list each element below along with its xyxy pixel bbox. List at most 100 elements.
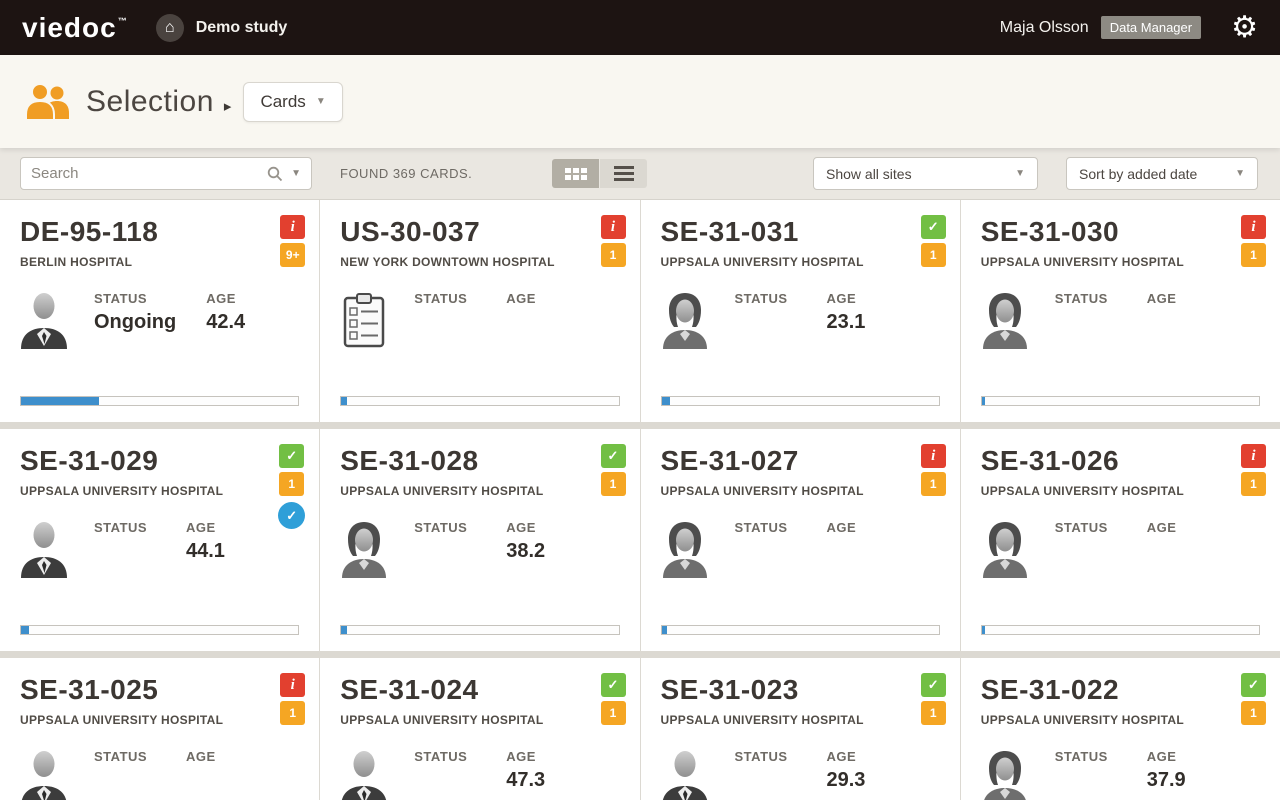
age-label: AGE xyxy=(826,291,857,306)
patient-card[interactable]: SE-31-022 UPPSALA UNIVERSITY HOSPITAL ✓ 1 ST… xyxy=(960,658,1280,800)
age-value xyxy=(506,311,568,335)
count-badge: 1 xyxy=(1241,243,1266,267)
age-value xyxy=(1147,540,1209,564)
patient-id: SE-31-029 xyxy=(20,445,159,476)
patient-id: SE-31-024 xyxy=(340,674,479,705)
count-badge: 1 xyxy=(600,701,626,725)
topbar-right: Maja Olsson Data Manager ⚙ xyxy=(999,10,1258,44)
site-name: UPPSALA UNIVERSITY HOSPITAL xyxy=(660,484,864,498)
selection-people-icon xyxy=(25,83,72,125)
status-field: STATUS xyxy=(414,520,476,564)
status-label: STATUS xyxy=(414,749,468,764)
list-view-button[interactable] xyxy=(600,159,648,188)
age-value: 37.9 xyxy=(1146,769,1186,791)
count-badge: 1 xyxy=(600,243,626,267)
status-value xyxy=(1055,311,1117,335)
patient-card[interactable]: DE-95-118 BERLIN HOSPITAL i 9+ STATUS Ongoing… xyxy=(0,200,320,422)
patient-card[interactable]: SE-31-027 UPPSALA UNIVERSITY HOSPITAL i 1 ST… xyxy=(640,429,960,651)
check-badge: ✓ xyxy=(279,444,305,468)
patient-card[interactable]: US-30-037 NEW YORK DOWNTOWN HOSPITAL i 1 STA… xyxy=(320,200,640,422)
count-badge: 1 xyxy=(920,701,946,725)
site-name: UPPSALA UNIVERSITY HOSPITAL xyxy=(340,484,544,498)
search-input[interactable] xyxy=(31,165,268,182)
count-badge: 9+ xyxy=(280,243,306,267)
card-body: STATUS Ongoing AGE 42.4 xyxy=(20,291,299,349)
age-field: AGE 23.1 xyxy=(827,291,889,335)
card-body: STATUS AGE 37.9 xyxy=(981,749,1260,800)
results-count: FOUND 369 CARDS. xyxy=(340,166,473,181)
patient-card[interactable]: SE-31-023 UPPSALA UNIVERSITY HOSPITAL ✓ 1 ST… xyxy=(640,658,960,800)
age-value: 29.3 xyxy=(826,769,866,791)
status-value xyxy=(94,769,156,793)
patient-id: SE-31-031 xyxy=(660,216,799,247)
status-field: STATUS xyxy=(94,749,156,793)
progress-fill xyxy=(661,397,670,405)
grid-view-button[interactable] xyxy=(552,159,600,188)
card-body: STATUS AGE xyxy=(981,520,1260,578)
patient-card[interactable]: SE-31-030 UPPSALA UNIVERSITY HOSPITAL i 1 ST… xyxy=(960,200,1280,422)
user-name: Maja Olsson xyxy=(999,18,1089,36)
patient-card[interactable]: SE-31-031 UPPSALA UNIVERSITY HOSPITAL ✓ 1 ST… xyxy=(640,200,960,422)
patient-card[interactable]: SE-31-028 UPPSALA UNIVERSITY HOSPITAL ✓ 1 ST… xyxy=(320,429,640,651)
card-body: STATUS AGE 47.3 xyxy=(340,749,619,800)
status-field: STATUS xyxy=(735,749,797,793)
progress-bar xyxy=(340,396,620,406)
card-body: STATUS AGE 23.1 xyxy=(661,291,940,349)
male-avatar xyxy=(340,749,388,800)
patient-card[interactable]: SE-31-029 UPPSALA UNIVERSITY HOSPITAL ✓ 1 ✓ S… xyxy=(0,429,320,651)
status-field: STATUS xyxy=(1055,520,1117,564)
info-badge: i xyxy=(1241,444,1266,468)
status-label: STATUS xyxy=(1054,291,1108,306)
settings-gear-icon[interactable]: ⚙ xyxy=(1231,10,1258,44)
card-body: STATUS AGE xyxy=(20,749,299,800)
badge-column: i 9+ xyxy=(280,215,306,267)
sort-dropdown[interactable]: Sort by added date ▼ xyxy=(1066,157,1258,190)
view-selector-dropdown[interactable]: Cards ▼ xyxy=(243,81,343,122)
patient-card[interactable]: SE-31-024 UPPSALA UNIVERSITY HOSPITAL ✓ 1 ST… xyxy=(320,658,640,800)
search-box[interactable]: ▼ xyxy=(20,157,312,190)
status-value xyxy=(735,311,797,335)
search-options-caret-icon[interactable]: ▼ xyxy=(291,168,301,179)
female-avatar xyxy=(661,291,709,349)
age-field: AGE 42.4 xyxy=(206,291,268,335)
age-field: AGE 38.2 xyxy=(506,520,568,564)
age-field: AGE 29.3 xyxy=(827,749,889,793)
badge-column: ✓ 1 xyxy=(1241,673,1266,725)
site-name: UPPSALA UNIVERSITY HOSPITAL xyxy=(980,484,1184,498)
age-field: AGE xyxy=(186,749,248,793)
status-value: Ongoing xyxy=(94,311,177,333)
progress-fill xyxy=(21,397,99,405)
view-selector-label: Cards xyxy=(260,91,306,111)
patient-id: SE-31-025 xyxy=(20,674,159,705)
progress-bar xyxy=(660,396,940,406)
search-icon[interactable] xyxy=(267,166,283,182)
male-avatar xyxy=(20,291,68,349)
age-field: AGE xyxy=(827,520,889,564)
status-label: STATUS xyxy=(1054,520,1108,535)
site-name: UPPSALA UNIVERSITY HOSPITAL xyxy=(340,713,544,727)
progress-fill xyxy=(981,397,985,405)
count-badge: 1 xyxy=(279,472,305,496)
card-body: STATUS AGE 44.1 xyxy=(20,520,299,578)
patient-card[interactable]: SE-31-026 UPPSALA UNIVERSITY HOSPITAL i 1 ST… xyxy=(960,429,1280,651)
age-field: AGE xyxy=(506,291,568,335)
page-header: Selection ▸ Cards ▼ xyxy=(0,55,1280,148)
age-field: AGE xyxy=(1147,291,1209,335)
progress-bar xyxy=(340,625,620,635)
home-button[interactable]: ⌂ xyxy=(155,13,184,42)
status-value xyxy=(1055,540,1117,564)
age-field: AGE 37.9 xyxy=(1147,749,1209,793)
chevron-down-icon: ▼ xyxy=(1235,168,1245,179)
status-value xyxy=(414,311,476,335)
female-avatar xyxy=(981,520,1029,578)
title-caret-icon: ▸ xyxy=(223,97,232,115)
progress-bar xyxy=(20,396,300,406)
female-avatar xyxy=(661,520,709,578)
male-avatar xyxy=(661,749,709,800)
patient-card[interactable]: SE-31-025 UPPSALA UNIVERSITY HOSPITAL i 1 ST… xyxy=(0,658,320,800)
sites-filter-dropdown[interactable]: Show all sites ▼ xyxy=(813,157,1038,190)
site-name: UPPSALA UNIVERSITY HOSPITAL xyxy=(980,255,1184,269)
